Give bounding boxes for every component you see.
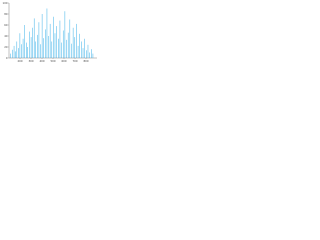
- y-tick-label: 60: [4, 23, 8, 27]
- x-tick-label: 200: [18, 59, 23, 63]
- x-tick-label: 600: [62, 59, 67, 63]
- y-tick-label: 80: [4, 12, 8, 16]
- y-tick-label: 100: [3, 1, 8, 5]
- x-tick-label: 400: [40, 59, 45, 63]
- y-tick-label: 20: [4, 45, 8, 49]
- y-tick-label: 40: [4, 34, 8, 38]
- chart: 0 20 40 60 80 100 200 300 400 500 600 700 800: [3, 1, 97, 63]
- x-tick-label: 300: [29, 59, 34, 63]
- page: {"chart_data": {"type": "stem", "color":…: [0, 0, 100, 66]
- x-tick-label: 500: [51, 59, 56, 63]
- x-tick-label: 700: [73, 59, 78, 63]
- x-tick-label: 800: [84, 59, 89, 63]
- y-tick-label: 0: [6, 56, 8, 60]
